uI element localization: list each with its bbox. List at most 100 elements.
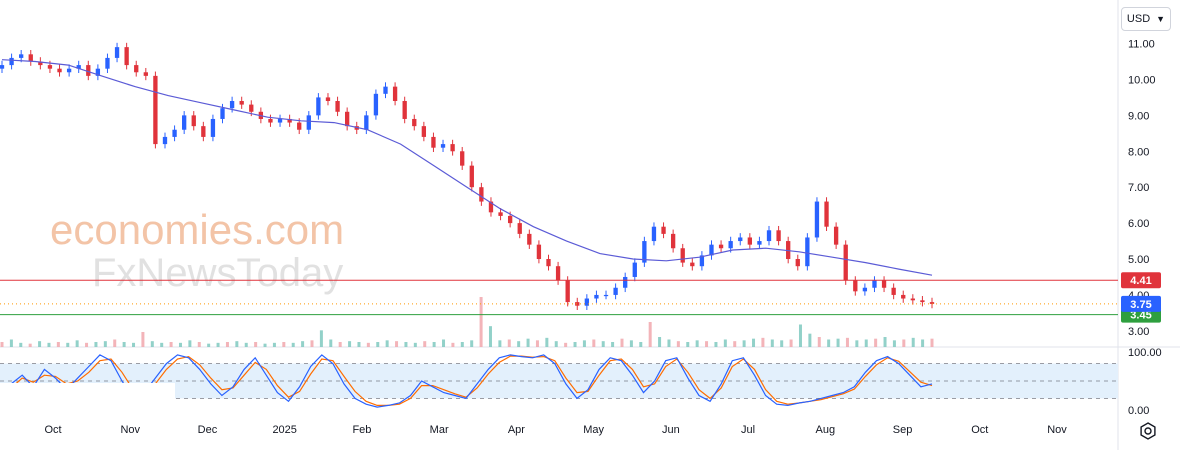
volume-bar (817, 337, 821, 347)
volume-bar (611, 342, 615, 347)
candle-body (172, 129, 177, 137)
candle-body (383, 86, 388, 94)
volume-bar (160, 342, 164, 347)
volume-bar (85, 342, 89, 347)
volume-bar (329, 339, 333, 347)
candle-body (929, 302, 935, 304)
price-tick-label: 3.00 (1128, 326, 1149, 338)
volume-bar (150, 341, 154, 347)
volume-bar (442, 339, 446, 347)
volume-bar (564, 342, 568, 347)
volume-bars (0, 297, 934, 347)
candle-body (718, 244, 724, 249)
candle-body (124, 47, 129, 66)
volume-bar (94, 342, 98, 347)
candle-body (795, 259, 800, 267)
time-tick-label: 2025 (272, 424, 296, 436)
volume-bar (507, 339, 511, 347)
candle-body (901, 294, 906, 299)
price-tags: 4.41 3.453.75 (1121, 272, 1161, 323)
price-tick-label: 10.00 (1128, 74, 1156, 86)
volume-bar (282, 342, 286, 347)
time-tick-label: Sep (893, 424, 913, 436)
volume-bar (639, 342, 643, 347)
price-axis[interactable]: 11.0010.009.008.007.006.005.004.003.0010… (1128, 39, 1162, 417)
candle-body (38, 61, 43, 66)
volume-bar (582, 340, 586, 347)
candle-body (853, 280, 858, 292)
volume-bar (554, 341, 558, 347)
volume-bar (808, 333, 812, 347)
candle-body (19, 54, 24, 58)
price-tick-label: 7.00 (1128, 182, 1149, 194)
volume-bar (780, 340, 784, 347)
volume-bar (930, 338, 934, 347)
time-axis[interactable]: Oct Nov Dec 2025 Feb Mar Apr May Jun Jul Aug Sep Oct… (44, 424, 1067, 436)
volume-bar (836, 338, 840, 347)
volume-bar (263, 343, 267, 347)
candle-body (603, 294, 609, 297)
volume-bar (488, 326, 492, 347)
stochastic-oscillator (0, 354, 933, 413)
candle-body (229, 101, 235, 109)
price-tick-label: 11.00 (1128, 39, 1155, 51)
candle-body (344, 111, 350, 127)
candle-body (488, 201, 494, 213)
volume-bar (66, 342, 70, 347)
stochastic-k-line (0, 354, 933, 408)
candle-body (421, 126, 427, 137)
volume-bar (460, 342, 464, 347)
candle-body (584, 298, 590, 306)
candle-body (450, 144, 455, 152)
volume-bar (526, 338, 530, 347)
horizontal-levels (0, 279, 1118, 316)
volume-bar (517, 341, 521, 347)
volume-bar (272, 342, 276, 347)
candle-body (728, 241, 733, 249)
candle-body (670, 233, 676, 249)
currency-label: USD (1126, 13, 1151, 25)
volume-bar (676, 341, 680, 347)
candle-body (364, 115, 369, 130)
candle-body (210, 118, 216, 137)
candle-body (220, 108, 225, 119)
volume-bar (56, 342, 60, 347)
volume-bar (376, 342, 380, 347)
candle-body (162, 136, 168, 145)
candle-body (287, 118, 292, 123)
candle-body (747, 237, 752, 245)
candle-body (661, 226, 666, 234)
candle-body (28, 54, 33, 62)
candle-body (373, 93, 379, 116)
time-tick-label: Mar (430, 424, 449, 436)
volume-bar (385, 340, 389, 347)
candle-body (335, 101, 340, 112)
stochastic-gap (0, 383, 175, 413)
volume-bar (845, 337, 849, 347)
candle-body (201, 126, 206, 137)
volume-bar (864, 339, 868, 347)
candle-body (402, 101, 407, 119)
candle-body (546, 259, 551, 267)
candle-body (709, 244, 714, 256)
volume-bar (141, 332, 145, 347)
candle-body (575, 302, 580, 306)
currency-selector[interactable]: USD ▼ (1121, 7, 1171, 31)
time-tick-label: Feb (352, 424, 371, 436)
settings-gear-icon[interactable] (1138, 421, 1158, 441)
volume-bar (132, 342, 136, 347)
candle-body (642, 241, 647, 263)
candle-body (469, 165, 474, 188)
candle-body (412, 118, 417, 127)
price-tick-label: 9.00 (1128, 110, 1149, 122)
volume-bar (855, 340, 859, 347)
chevron-down-icon: ▼ (1156, 14, 1166, 24)
candle-body (249, 104, 254, 112)
candle-body (766, 230, 772, 242)
candle-body (66, 68, 72, 73)
candle-body (594, 294, 599, 299)
price-tick-label: 6.00 (1128, 218, 1149, 230)
volume-bar (357, 342, 361, 347)
candle-body (277, 118, 283, 123)
